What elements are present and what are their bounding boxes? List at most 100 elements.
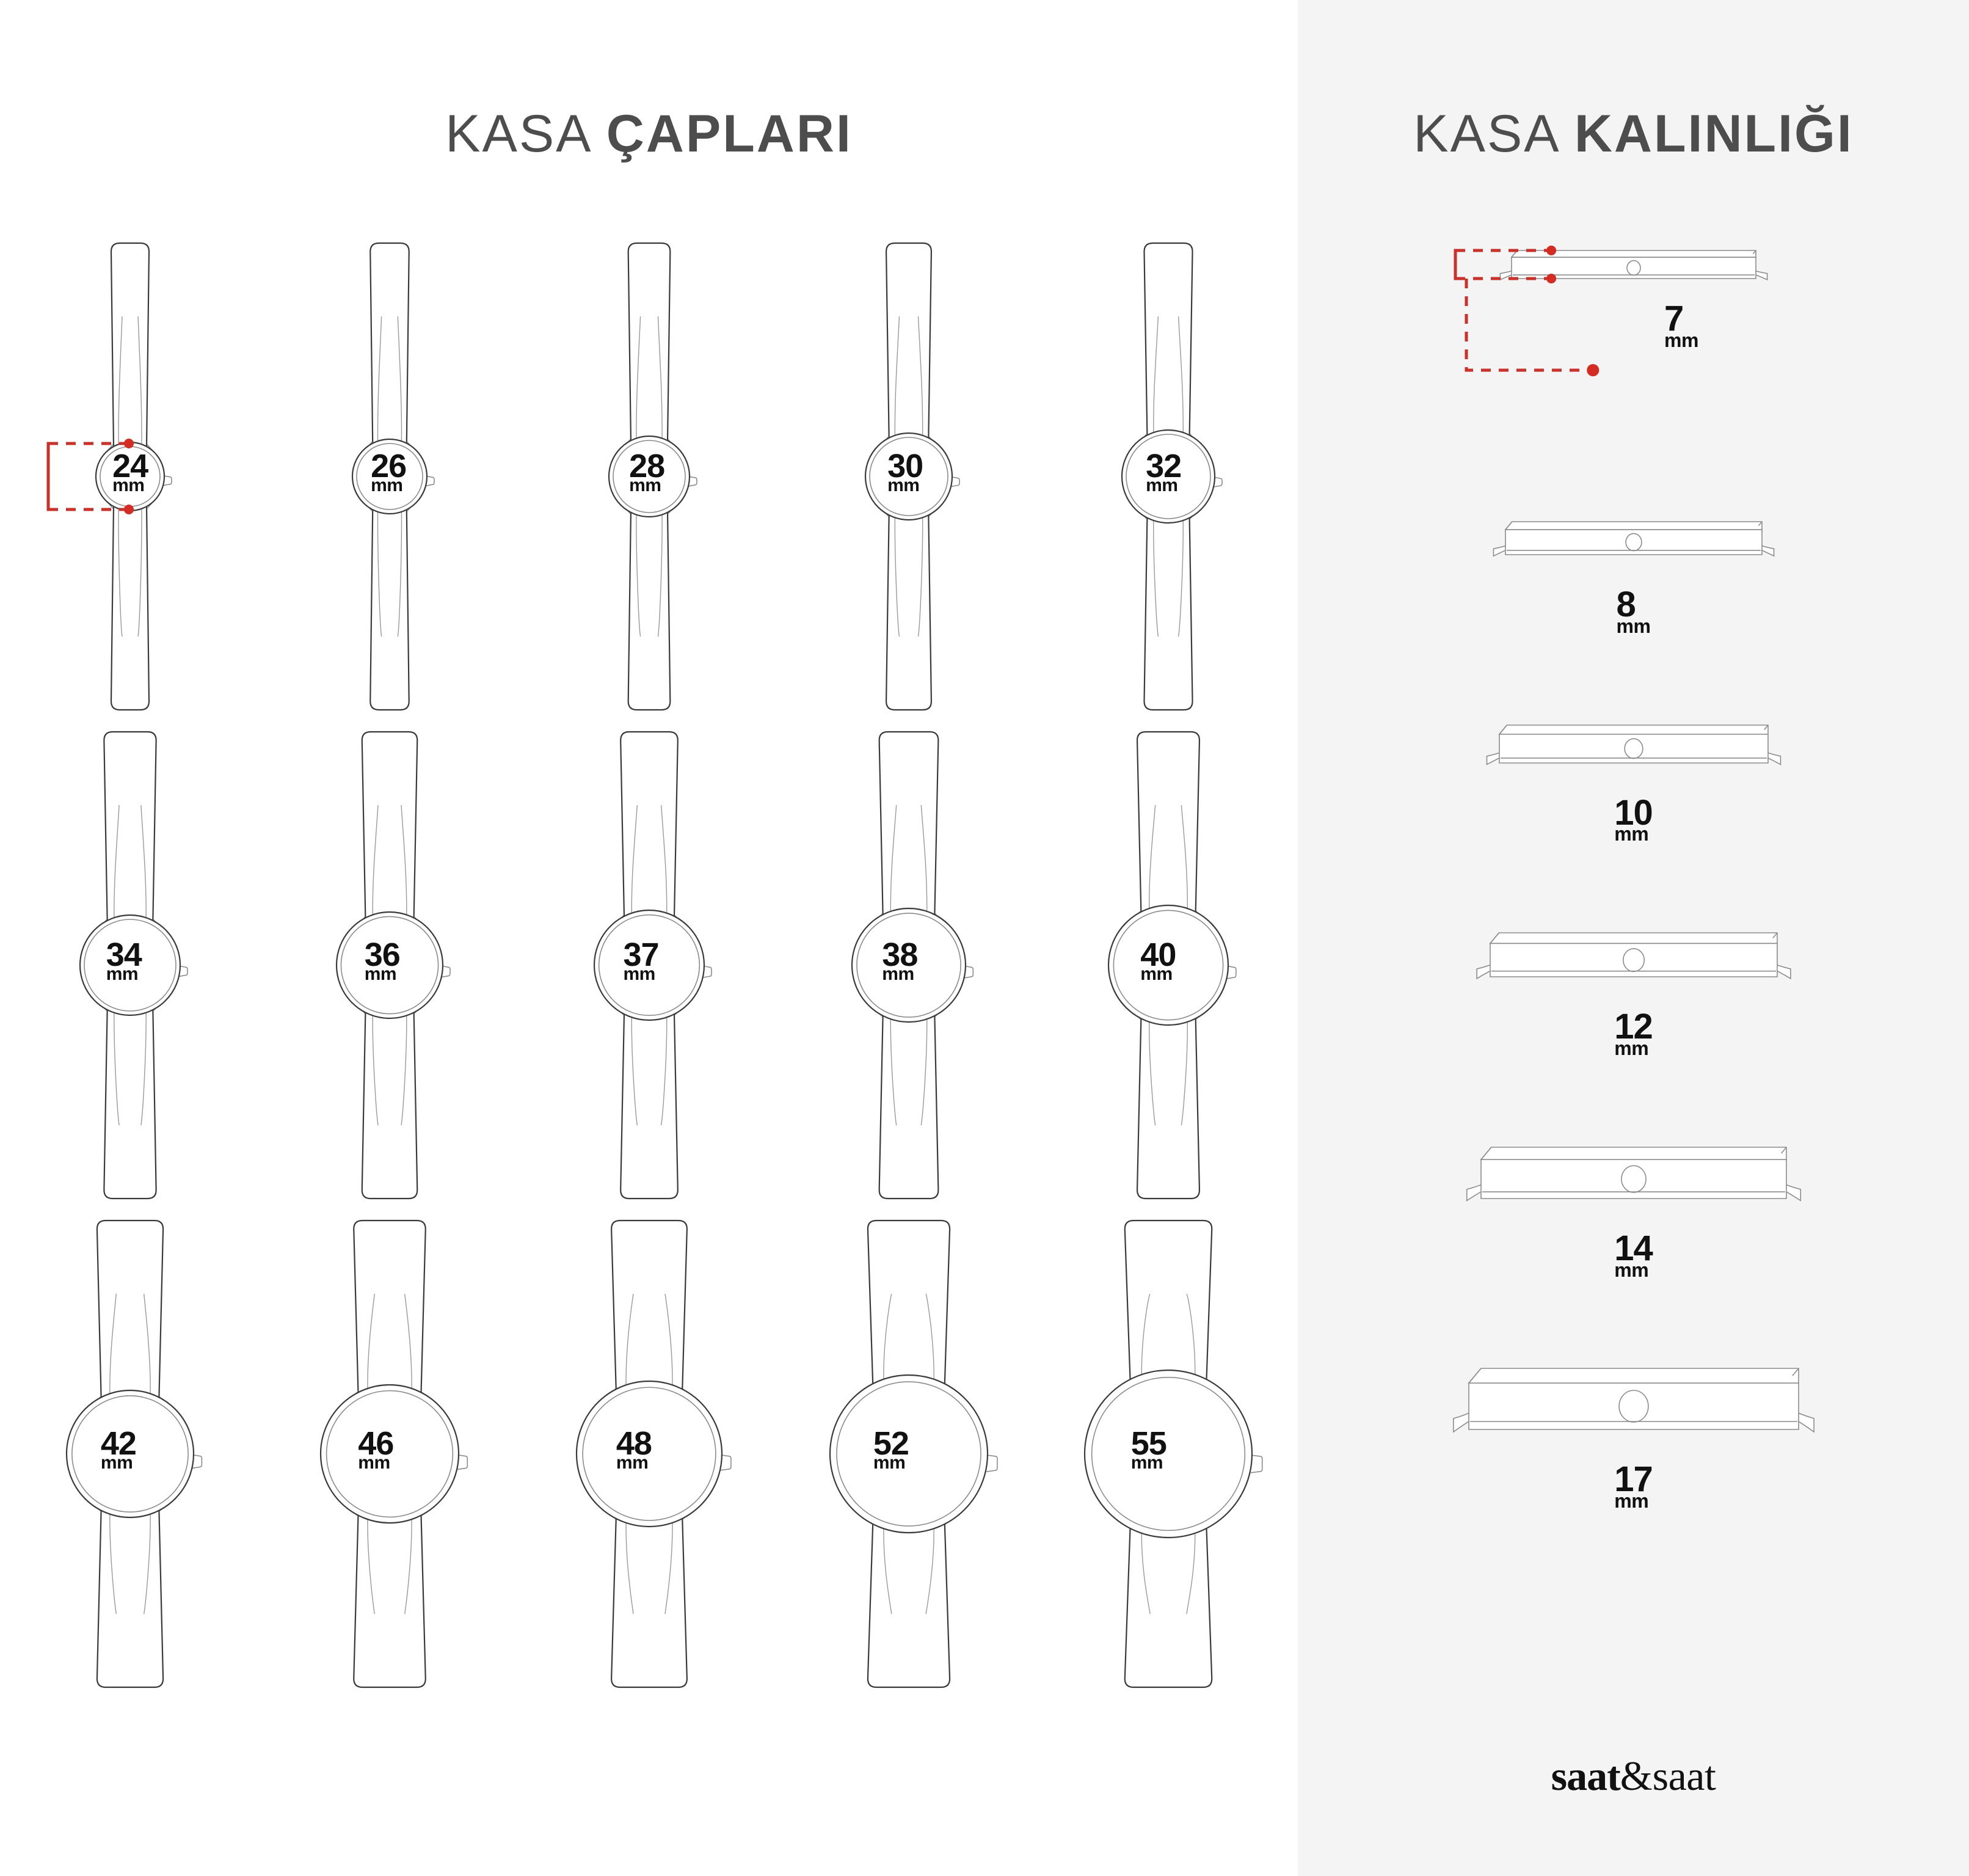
watch-crown [162,475,172,486]
watch-crown [1250,1454,1262,1473]
watch-crown [457,1454,468,1470]
watch-case [95,441,165,512]
watch-grid: 24 mm 26 mm [0,232,1298,1698]
watch-size-item-28mm[interactable]: 28 mm [527,232,771,721]
watch-crown [1213,476,1223,487]
watch-crown [986,1454,998,1472]
case-profile-drawing [1420,914,1847,1001]
watch-strap [1124,1219,1212,1688]
watch-crown [441,965,451,978]
watch-size-item-30mm[interactable]: 30 mm [787,232,1031,721]
watch-row: 24 mm 26 mm [0,232,1298,721]
watch-size-item-42mm[interactable]: 42 mm [8,1210,252,1698]
case-thickness-item-8mm[interactable]: 8 mm [1298,503,1969,636]
watch-case [1107,904,1229,1026]
case-thickness-item-7mm[interactable]: 7 mm [1298,232,1969,431]
thickness-unit: mm [1614,1258,1649,1281]
watch-strap [867,1219,950,1688]
brand-logo: saat&saat [1298,1755,1969,1797]
thickness-unit: mm [1664,329,1698,351]
watch-crown [192,1454,202,1469]
thickness-unit: mm [1614,823,1649,845]
watch-case [851,907,966,1023]
watch-strap [627,242,671,711]
watch-crown [1226,965,1237,979]
case-profile [1499,250,1767,281]
case-diameter-title: KASA ÇAPLARI [0,108,1298,160]
watch-crown [178,965,188,977]
watch-strap [96,1219,164,1688]
diameter-annotation [46,439,134,514]
watch-size-item-48mm[interactable]: 48 mm [527,1210,771,1698]
title-bold-part: ÇAPLARI [606,104,853,163]
watch-case [608,435,690,518]
case-thickness-item-14mm[interactable]: 14 mm [1298,1129,1969,1279]
watch-case [79,914,181,1016]
thickness-unit: mm [1614,1037,1649,1059]
watch-size-item-52mm[interactable]: 52 mm [787,1210,1031,1698]
watch-row: 34 mm 36 mm [0,721,1298,1210]
watch-size-item-40mm[interactable]: 40 mm [1046,721,1290,1210]
watch-case [335,911,443,1020]
watch-size-item-34mm[interactable]: 34 mm [8,721,252,1210]
case-thickness-label: 10 mm [1614,792,1653,845]
case-thickness-panel: KASA KALINLIĞI 7 mm [1298,0,1969,1876]
case-profile-drawing [1420,1350,1847,1454]
watch-size-item-46mm[interactable]: 46 mm [268,1210,512,1698]
watch-size-item-37mm[interactable]: 37 mm [527,721,771,1210]
watch-size-item-38mm[interactable]: 38 mm [787,721,1031,1210]
watch-strap [1136,731,1200,1200]
case-thickness-label: 7 mm [1664,301,1698,351]
watch-size-item-55mm[interactable]: 55 mm [1046,1210,1290,1698]
title-thin-part: KASA [1413,104,1574,163]
watch-size-item-36mm[interactable]: 36 mm [268,721,512,1210]
thickness-value: 17 [1614,1459,1653,1500]
watch-case [864,432,953,521]
thickness-value: 10 [1614,792,1653,833]
watch-case [829,1374,988,1534]
watch-case [65,1389,194,1519]
watch-crown [688,476,697,487]
watch-strap [361,731,418,1200]
case-profile [1466,1146,1801,1202]
watch-crown [425,475,435,487]
case-profile-drawing [1420,707,1847,787]
watch-strap [110,242,150,711]
title-thin-part: KASA [445,104,606,163]
case-thickness-item-17mm[interactable]: 17 mm [1298,1350,1969,1513]
watch-case [593,909,705,1021]
watch-strap [619,731,679,1200]
case-profile [1493,521,1774,557]
thickness-value: 8 [1616,585,1636,624]
watch-size-item-24mm[interactable]: 24 mm [8,232,252,721]
thickness-list: 7 mm 8 mm 10 mm [1298,232,1969,1513]
watch-case [1083,1369,1253,1539]
watch-crown [702,965,712,979]
watch-crown [720,1454,732,1471]
case-profile-drawing [1420,1129,1847,1223]
watch-size-item-26mm[interactable]: 26 mm [268,232,512,721]
thickness-unit: mm [1614,1490,1649,1513]
logo-ampersand: & [1620,1753,1653,1799]
logo-part-one: saat [1551,1753,1621,1799]
case-profile-drawing [1420,503,1847,579]
watch-strap [369,242,410,711]
logo-part-two: saat [1652,1753,1716,1799]
watch-row: 42 mm 46 mm [0,1210,1298,1698]
watch-strap [885,242,932,711]
thickness-annotation [1454,246,1599,376]
watch-strap [878,731,939,1200]
watch-case [319,1384,459,1524]
thickness-value: 14 [1614,1228,1653,1268]
watch-size-item-32mm[interactable]: 32 mm [1046,232,1290,721]
watch-strap [610,1219,688,1688]
case-diameter-panel: KASA ÇAPLARI [0,107,1298,1698]
watch-strap [1143,242,1193,711]
watch-case [575,1380,722,1528]
watch-case [351,438,428,515]
watch-strap [352,1219,426,1688]
case-thickness-item-10mm[interactable]: 10 mm [1298,707,1969,845]
case-thickness-item-12mm[interactable]: 12 mm [1298,914,1969,1059]
case-profile [1452,1368,1814,1433]
